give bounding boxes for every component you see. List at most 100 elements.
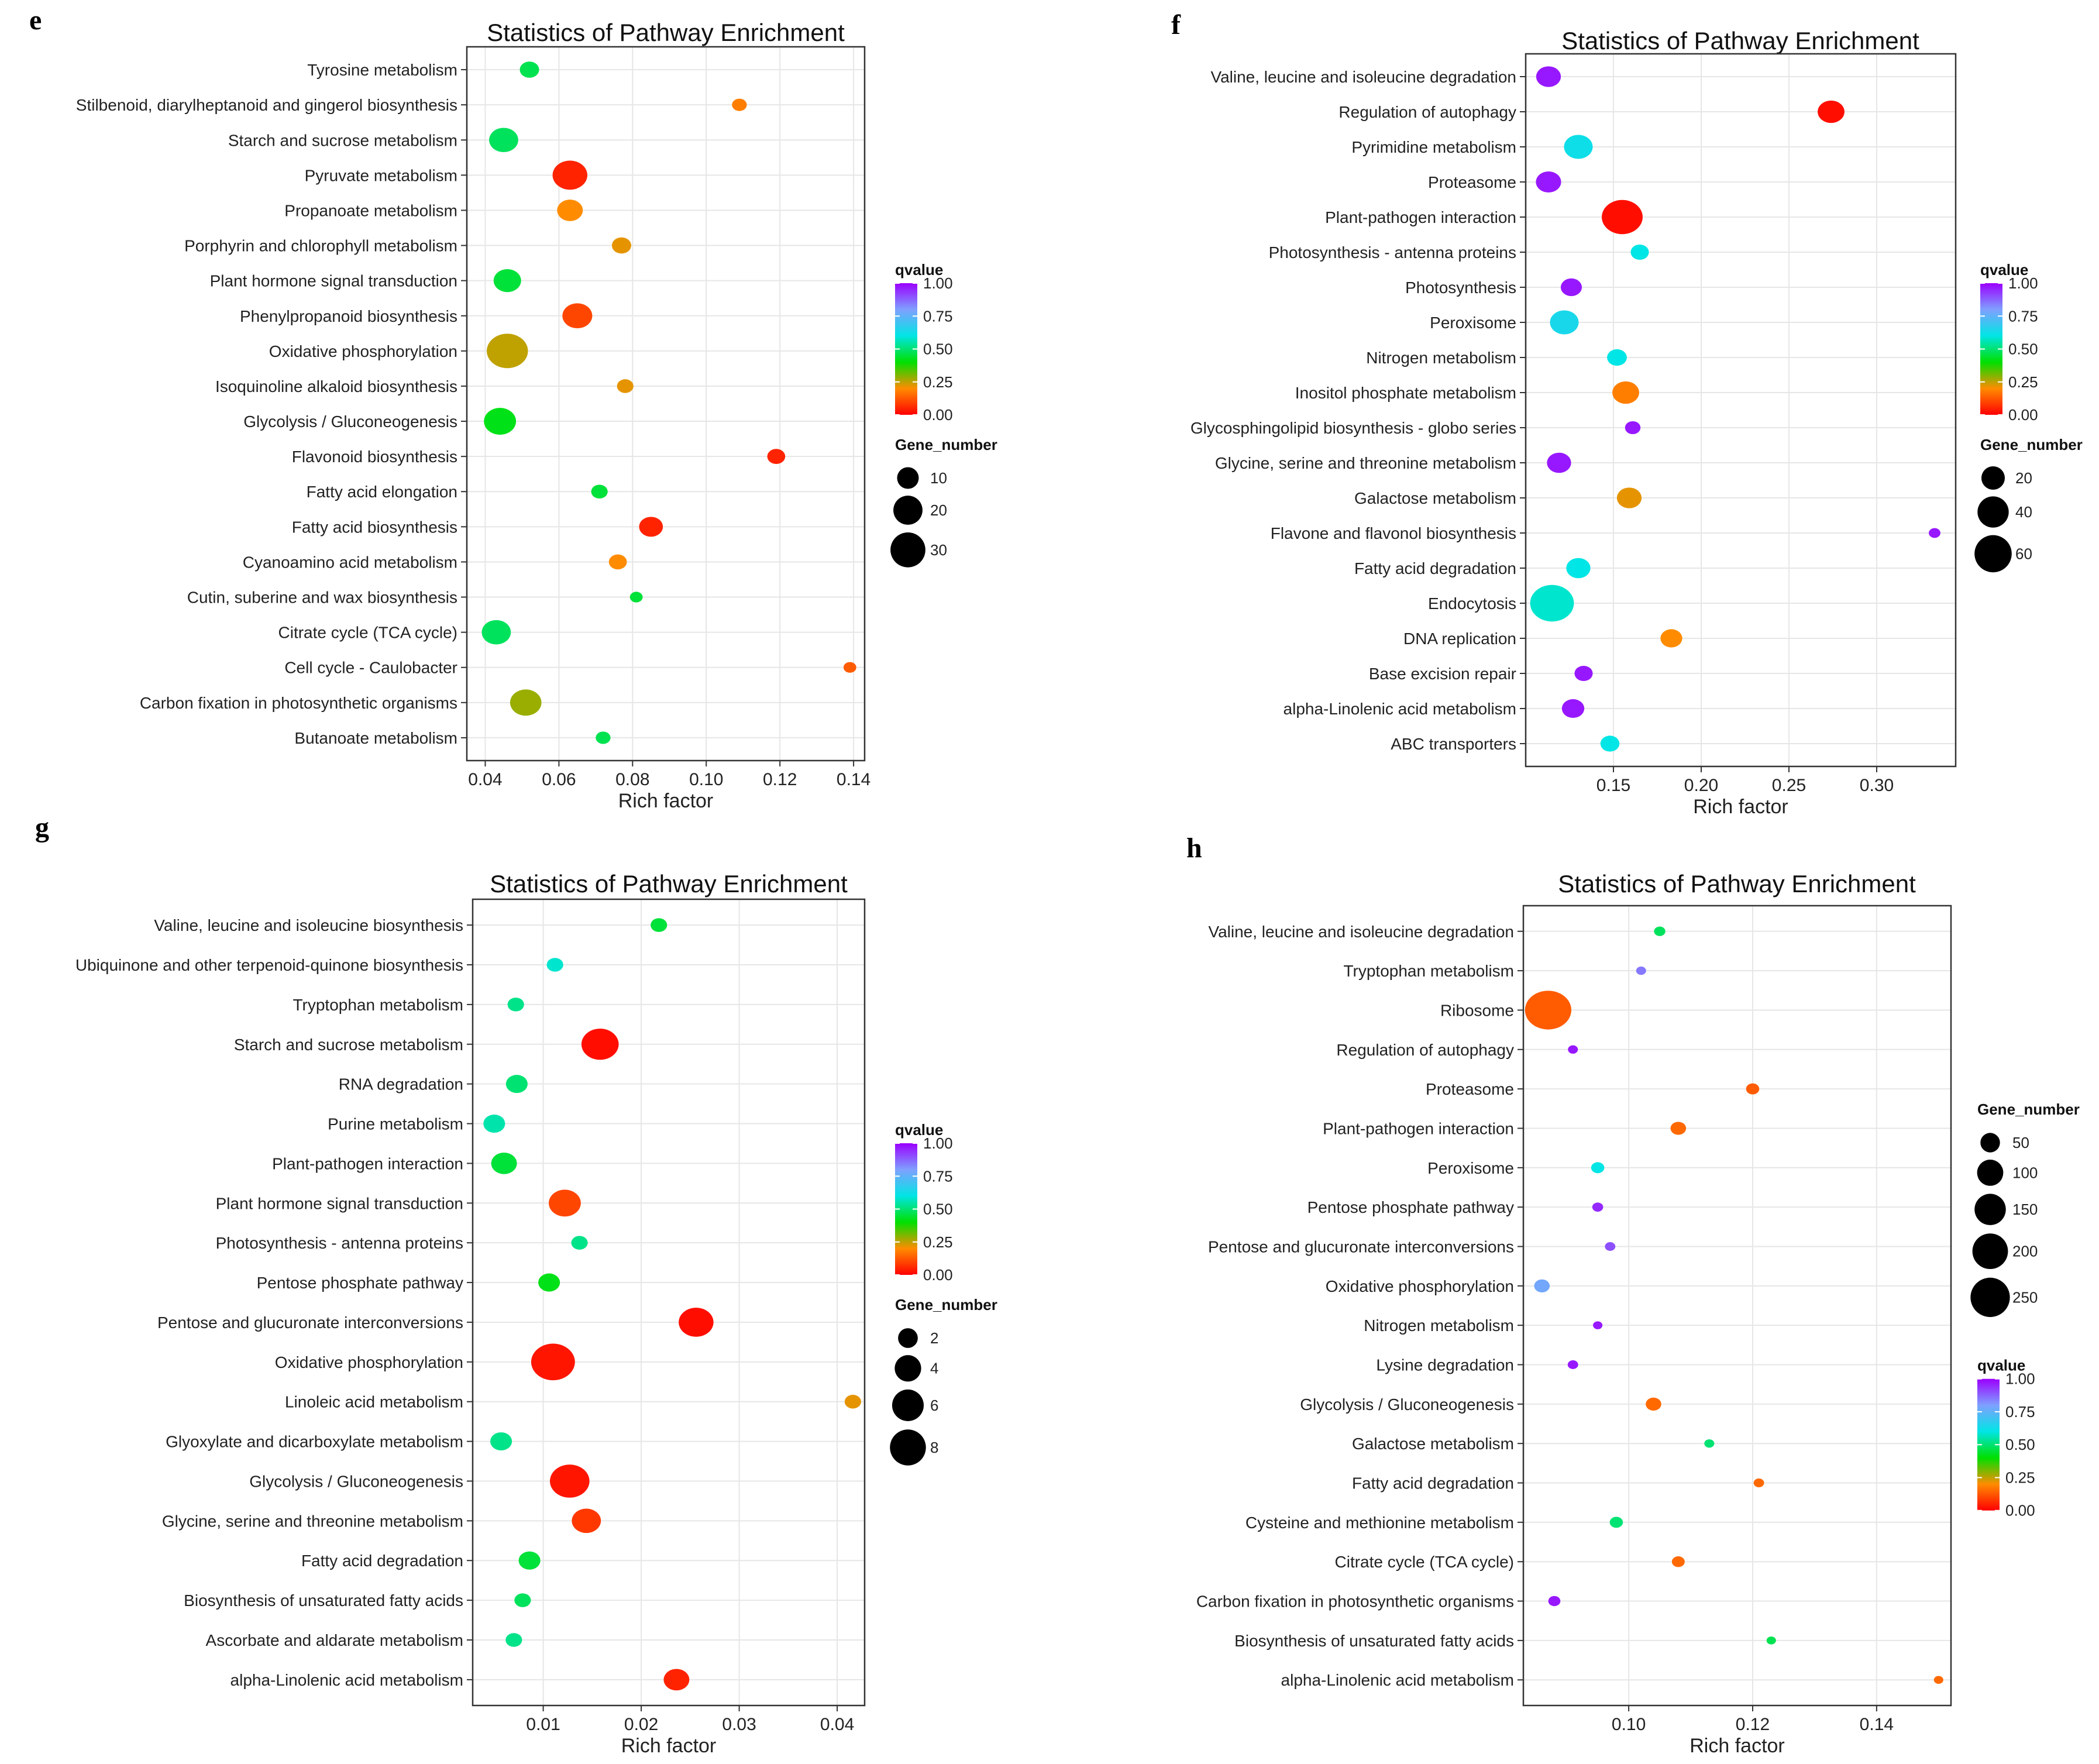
- data-point: [1607, 349, 1627, 366]
- data-point: [546, 958, 563, 972]
- data-point: [843, 662, 856, 673]
- x-tick-label: 0.14: [837, 770, 870, 789]
- y-tick-label: Oxidative phosphorylation: [275, 1353, 463, 1371]
- x-tick-label: 0.04: [468, 770, 502, 789]
- y-tick-label: alpha-Linolenic acid metabolism: [1281, 1671, 1514, 1689]
- y-tick-label: Lysine degradation: [1376, 1356, 1514, 1374]
- qvalue-legend-label: 0.75: [2008, 307, 2038, 325]
- y-tick-label: Galactose metabolism: [1352, 1435, 1514, 1453]
- x-tick-label: 0.10: [689, 770, 723, 789]
- gene-legend-key: [1981, 466, 2005, 490]
- data-point: [608, 554, 627, 570]
- y-tick-label: Ubiquinone and other terpenoid-quinone b…: [75, 956, 463, 974]
- gene-legend-key: [1974, 535, 2012, 573]
- y-tick-label: Pyruvate metabolism: [305, 166, 457, 184]
- qvalue-legend-label: 0.25: [923, 1233, 953, 1251]
- data-point: [1567, 1360, 1578, 1369]
- gene-legend-label: 20: [2015, 469, 2032, 487]
- y-tick-label: Plant-pathogen interaction: [1325, 208, 1516, 226]
- data-point: [549, 1189, 581, 1217]
- gene-legend-key: [892, 1389, 924, 1421]
- plot-frame: [472, 898, 866, 1707]
- y-tick-label: DNA replication: [1403, 630, 1516, 648]
- y-tick-label: Glycolysis / Gluconeogenesis: [1300, 1395, 1514, 1414]
- y-tick-label: Regulation of autophagy: [1338, 103, 1516, 121]
- gene-legend-title: Gene_number: [895, 436, 997, 453]
- y-tick-label: Pentose phosphate pathway: [1307, 1198, 1514, 1216]
- data-point: [581, 1029, 619, 1060]
- gene-legend-label: 10: [930, 469, 947, 487]
- y-tick-label: Nitrogen metabolism: [1364, 1316, 1514, 1335]
- gene-legend-label: 250: [2012, 1288, 2038, 1306]
- x-tick-label: 0.25: [1772, 776, 1806, 795]
- data-point: [1616, 487, 1642, 508]
- data-point: [1530, 584, 1574, 622]
- y-tick-label: Proteasome: [1426, 1080, 1514, 1098]
- data-point: [1670, 1122, 1687, 1135]
- data-point: [1568, 1045, 1578, 1054]
- gene-number-legend: Gene_number 20 40 60: [1974, 436, 2083, 573]
- gene-legend-key: [1977, 496, 2009, 528]
- gene-legend-title: Gene_number: [1980, 436, 2083, 453]
- y-tick-label: Valine, leucine and isoleucine degradati…: [1210, 68, 1516, 86]
- y-tick-label: Cysteine and methionine metabolism: [1245, 1514, 1514, 1532]
- qvalue-legend-title: qvalue: [895, 261, 943, 278]
- qvalue-legend-label: 0.50: [923, 341, 953, 358]
- qvalue-legend-label: 1.00: [923, 1134, 953, 1152]
- qvalue-legend-label: 0.75: [923, 1167, 953, 1185]
- y-tick-label: Glycolysis / Gluconeogenesis: [249, 1472, 463, 1490]
- y-tick-label: Ribosome: [1440, 1001, 1514, 1019]
- y-tick-label: Regulation of autophagy: [1336, 1041, 1514, 1059]
- data-point: [1534, 1279, 1550, 1292]
- qvalue-legend-label: 1.00: [2008, 274, 2038, 292]
- data-point: [531, 1343, 575, 1381]
- qvalue-legend-label: 0.00: [923, 406, 953, 424]
- gene-number-legend: Gene_number 50 100 150 200 250: [1970, 1101, 2080, 1318]
- gene-legend-label: 50: [2012, 1134, 2029, 1151]
- data-point: [1525, 991, 1571, 1030]
- data-point: [487, 333, 528, 369]
- y-tick-label: Peroxisome: [1430, 314, 1516, 332]
- data-point: [1630, 244, 1649, 260]
- qvalue-legend-label: 1.00: [2005, 1370, 2035, 1388]
- data-point: [1818, 100, 1845, 123]
- x-tick-label: 0.30: [1860, 776, 1894, 795]
- data-point: [1704, 1439, 1715, 1448]
- data-point: [562, 303, 593, 329]
- data-point: [1536, 66, 1561, 87]
- y-tick-label: Propanoate metabolism: [284, 201, 457, 219]
- data-point: [1753, 1478, 1764, 1488]
- y-tick-label: Flavonoid biosynthesis: [292, 448, 457, 466]
- y-tick-label: Photosynthesis - antenna proteins: [216, 1234, 463, 1252]
- y-tick-label: Stilbenoid, diarylheptanoid and gingerol…: [76, 96, 457, 114]
- qvalue-legend-label: 0.25: [923, 373, 953, 391]
- y-tick-label: Peroxisome: [1427, 1159, 1514, 1177]
- qvalue-legend-label: 0.75: [2005, 1403, 2035, 1421]
- y-tick-label: Photosynthesis: [1405, 278, 1516, 297]
- qvalue-legend-label: 0.25: [2008, 373, 2038, 391]
- data-point: [491, 1153, 517, 1174]
- y-tick-label: Pyrimidine metabolism: [1351, 138, 1516, 156]
- data-point: [1564, 135, 1593, 159]
- gene-legend-key: [898, 1328, 918, 1348]
- y-tick-label: Citrate cycle (TCA cycle): [278, 624, 458, 642]
- y-tick-label: Glycolysis / Gluconeogenesis: [243, 412, 457, 431]
- gene-legend-label: 8: [930, 1439, 938, 1456]
- y-tick-label: Nitrogen metabolism: [1366, 349, 1516, 367]
- y-tick-label: Glycine, serine and threonine metabolism: [1215, 454, 1516, 472]
- data-point: [1646, 1397, 1661, 1411]
- x-axis-label: Rich factor: [618, 790, 714, 812]
- data-point: [1561, 699, 1585, 718]
- data-point: [572, 1508, 601, 1533]
- data-point: [571, 1236, 588, 1250]
- x-tick-label: 0.02: [624, 1715, 658, 1734]
- gene-legend-label: 40: [2015, 503, 2032, 521]
- y-tick-label: Carbon fixation in photosynthetic organi…: [140, 694, 457, 712]
- data-point: [1929, 528, 1940, 538]
- gene-number-legend: Gene_number 10 20 30: [890, 436, 997, 568]
- gene-legend-label: 2: [930, 1329, 938, 1347]
- x-tick-label: 0.20: [1684, 776, 1718, 795]
